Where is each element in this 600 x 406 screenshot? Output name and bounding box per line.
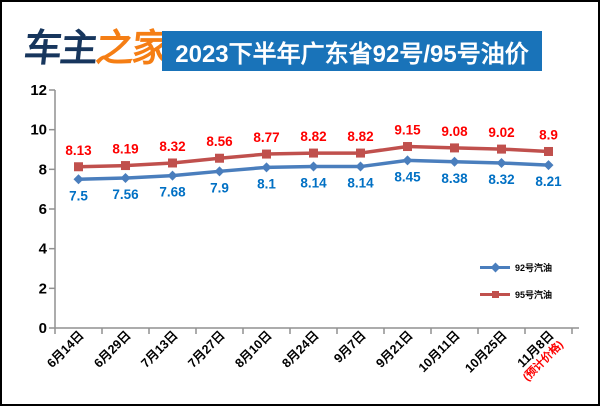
x-tick-label: 10月25日 [462, 328, 509, 375]
chart-legend: 92号汽油 95号汽油 [480, 260, 590, 314]
data-point-diamond [449, 156, 460, 167]
data-label: 8.38 [441, 171, 468, 186]
chart-title: 2023下半年广东省92号/95号油价 [162, 31, 542, 71]
data-label: 8.14 [300, 176, 327, 191]
data-label: 8.77 [253, 130, 279, 145]
data-point-diamond [355, 161, 366, 172]
legend-item-92: 92号汽油 [480, 260, 590, 274]
data-point-square [403, 142, 412, 152]
data-label: 8.19 [112, 142, 138, 157]
data-point-diamond [543, 160, 554, 171]
legend-line-92 [480, 262, 510, 272]
legend-label-95: 95号汽油 [515, 289, 553, 300]
data-point-diamond [167, 170, 178, 181]
legend-diamond-marker-icon [490, 262, 501, 272]
legend-line-95 [480, 290, 510, 298]
data-point-diamond [261, 162, 272, 173]
legend-square-marker-icon [492, 290, 499, 298]
data-label: 8.82 [347, 129, 373, 144]
data-point-diamond [73, 174, 84, 185]
data-point-square [544, 146, 553, 156]
y-tick-label: 10 [30, 122, 47, 139]
y-tick-label: 2 [39, 280, 47, 297]
legend-item-95: 95号汽油 [480, 287, 590, 301]
data-label: 8.32 [159, 139, 185, 154]
x-tick-label: 6月14日 [44, 328, 86, 370]
data-point-square [74, 162, 83, 172]
data-point-diamond [120, 173, 131, 184]
data-point-diamond [308, 161, 319, 172]
data-point-square [121, 161, 130, 171]
y-tick-label: 0 [39, 320, 47, 337]
legend-label-92: 92号汽油 [515, 262, 553, 273]
data-point-square [497, 144, 506, 154]
data-point-square [309, 148, 318, 158]
x-tick-label: 8月24日 [279, 328, 321, 370]
data-point-square [356, 148, 365, 158]
x-tick-label: 9月21日 [373, 328, 415, 370]
x-tick-label: 7月27日 [185, 328, 227, 370]
data-point-square [168, 158, 177, 168]
data-point-square [450, 143, 459, 153]
data-point-diamond [496, 157, 507, 168]
data-label: 8.56 [206, 134, 233, 149]
data-label: 7.5 [69, 188, 88, 203]
data-label: 8.32 [488, 172, 514, 187]
data-label: 8.9 [539, 127, 558, 142]
x-tick-label: 8月10日 [232, 328, 274, 370]
data-label: 7.9 [210, 180, 229, 195]
x-tick-label: 6月29日 [91, 328, 133, 370]
y-tick-label: 8 [39, 161, 47, 178]
data-point-diamond [402, 155, 413, 166]
data-label: 9.08 [441, 124, 468, 139]
data-label: 8.13 [65, 143, 92, 158]
data-label: 7.68 [159, 185, 186, 200]
data-label: 8.14 [347, 176, 374, 191]
data-label: 8.82 [300, 129, 326, 144]
y-tick-label: 4 [39, 241, 48, 258]
x-tick-label: 11月8日(预计价格) [510, 328, 566, 384]
y-tick-label: 6 [39, 201, 47, 218]
x-tick-label: 10月11日 [416, 328, 463, 375]
data-point-square [262, 149, 271, 159]
y-tick-label: 12 [30, 82, 47, 99]
data-label: 8.21 [535, 174, 562, 189]
data-label: 9.15 [394, 123, 421, 138]
data-point-diamond [214, 166, 225, 177]
data-label: 9.02 [488, 125, 514, 140]
x-tick-label: 7月13日 [138, 328, 180, 370]
data-label: 7.56 [112, 187, 139, 202]
data-label: 8.45 [394, 169, 421, 184]
data-label: 8.1 [257, 176, 276, 191]
data-point-square [215, 153, 224, 163]
